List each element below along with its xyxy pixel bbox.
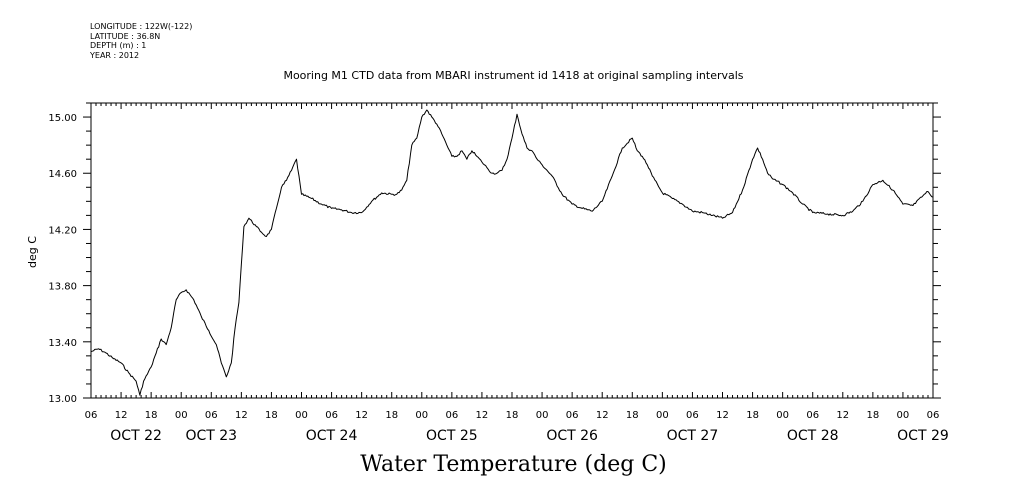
plot-border <box>90 102 934 399</box>
x-tick-label: 18 <box>385 410 398 421</box>
depth-label: DEPTH (m) : 1 <box>90 41 147 51</box>
x-tick-label: 00 <box>175 410 188 421</box>
x-tick-label: 12 <box>716 410 729 421</box>
y-tick-label: 13.00 <box>48 394 77 405</box>
x-axis-title: Water Temperature (deg C) <box>360 452 667 477</box>
x-tick-label: 12 <box>596 410 609 421</box>
x-tick-label: 00 <box>536 410 549 421</box>
x-tick-label: 06 <box>445 410 458 421</box>
x-tick-label: 00 <box>897 410 910 421</box>
series-line-water-temperature <box>90 109 934 396</box>
y-tick-label: 15.00 <box>48 113 77 124</box>
x-day-label: OCT 25 <box>426 428 478 444</box>
y-tick-label: 13.40 <box>48 338 77 349</box>
x-day-label: OCT 29 <box>897 428 949 444</box>
x-tick-label: 06 <box>927 410 940 421</box>
x-tick-label: 00 <box>656 410 669 421</box>
x-day-label: OCT 23 <box>185 428 237 444</box>
x-tick-label: 06 <box>686 410 699 421</box>
x-tick-label: 18 <box>746 410 759 421</box>
location-metadata: LONGITUDE : 122W(-122) LATITUDE : 36.8N … <box>90 22 192 60</box>
x-day-label: OCT 24 <box>306 428 358 444</box>
x-day-label: OCT 27 <box>667 428 719 444</box>
x-day-label: OCT 26 <box>546 428 598 444</box>
x-tick-label: 00 <box>776 410 789 421</box>
x-tick-label: 06 <box>806 410 819 421</box>
x-tick-label: 06 <box>325 410 338 421</box>
chart-ticks <box>83 102 941 399</box>
y-axis-title: deg C <box>26 236 39 268</box>
x-day-label: OCT 22 <box>110 428 162 444</box>
x-tick-label: 18 <box>626 410 639 421</box>
x-tick-label: 06 <box>85 410 98 421</box>
x-tick-label: 12 <box>476 410 489 421</box>
x-tick-label: 06 <box>205 410 218 421</box>
x-tick-label: 00 <box>415 410 428 421</box>
x-tick-label: 12 <box>115 410 128 421</box>
y-tick-label: 13.80 <box>48 282 77 293</box>
latitude-label: LATITUDE : 36.8N <box>90 31 161 41</box>
x-tick-label: 18 <box>265 410 278 421</box>
x-tick-label: 06 <box>566 410 579 421</box>
x-tick-label: 18 <box>506 410 519 421</box>
y-tick-label: 14.20 <box>48 225 77 236</box>
x-day-label: OCT 28 <box>787 428 839 444</box>
x-tick-label: 18 <box>145 410 158 421</box>
y-tick-label: 14.60 <box>48 169 77 180</box>
x-tick-label: 18 <box>866 410 879 421</box>
chart-title: Mooring M1 CTD data from MBARI instrumen… <box>283 69 744 82</box>
x-tick-label: 12 <box>836 410 849 421</box>
x-tick-label: 00 <box>295 410 308 421</box>
year-label: YEAR : 2012 <box>90 50 140 60</box>
chart-frame <box>90 102 934 399</box>
longitude-label: LONGITUDE : 122W(-122) <box>90 22 193 31</box>
chart-labels: 06 12 18 00 06 12 18 00 06 12 18 00 06 12 18 00 06 12 18 00… <box>48 113 948 444</box>
x-tick-label: 12 <box>235 410 248 421</box>
x-tick-label: 12 <box>355 410 368 421</box>
